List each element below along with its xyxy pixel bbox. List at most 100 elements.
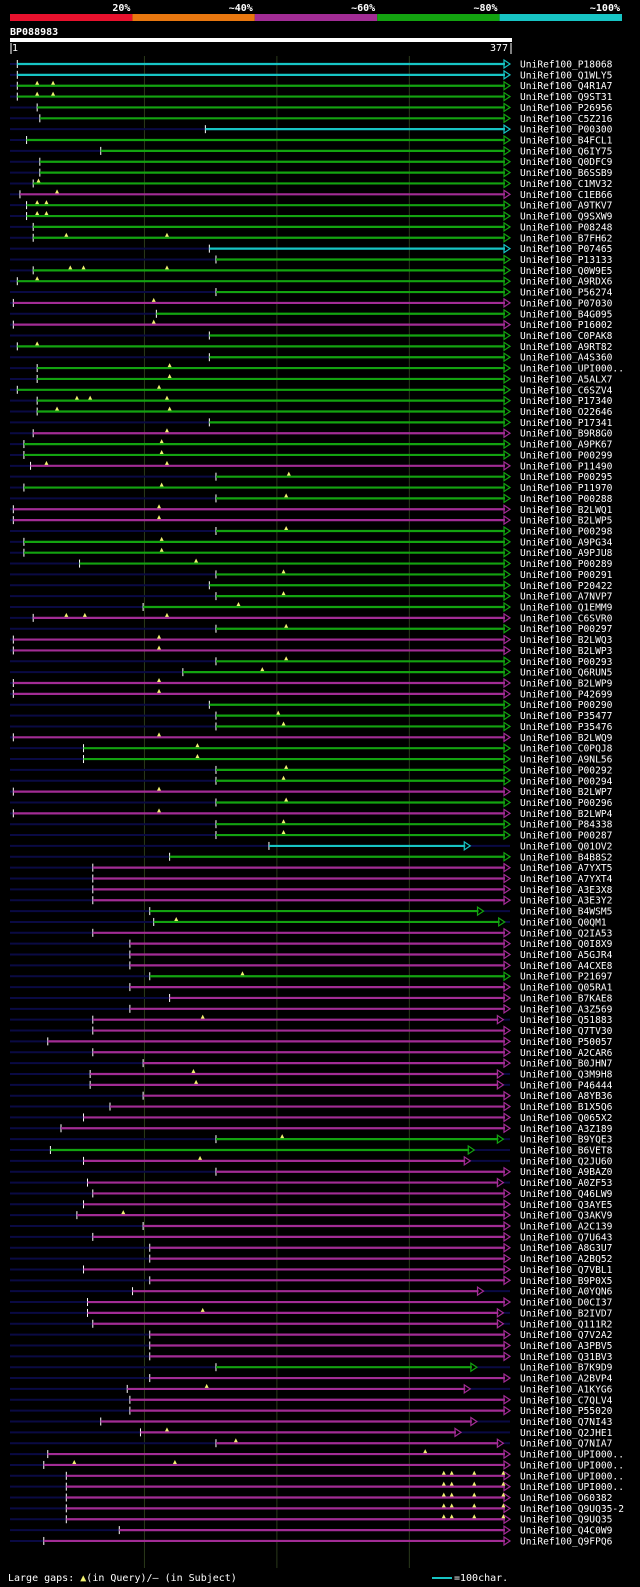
hit-row[interactable]: UniRef100_A3E3Y2 [10, 895, 612, 907]
hit-label[interactable]: UniRef100_B6VET8 [520, 1146, 613, 1157]
hit-label[interactable]: UniRef100_A3E3X8 [520, 885, 613, 896]
hit-row[interactable]: UniRef100_Q4C0W9 [10, 1524, 613, 1537]
hit-label[interactable]: UniRef100_C7QLV4 [520, 1395, 613, 1406]
hit-label[interactable]: UniRef100_B2LWP4 [520, 809, 613, 820]
hit-label[interactable]: UniRef100_B7KAE8 [520, 993, 613, 1004]
hit-label[interactable]: UniRef100_Q01OV2 [520, 841, 612, 852]
hit-row[interactable]: UniRef100_Q2IA53 [10, 927, 613, 939]
hit-label[interactable]: UniRef100_UPI000.. [520, 1450, 624, 1461]
hit-label[interactable]: UniRef100_Q065X2 [520, 1113, 612, 1124]
hit-row[interactable]: UniRef100_P00300 [10, 124, 613, 136]
hit-label[interactable]: UniRef100_A2C139 [520, 1222, 613, 1233]
hit-row[interactable]: UniRef100_B9P0X5 [10, 1275, 612, 1287]
hit-row[interactable]: UniRef100_A3Z189 [10, 1123, 613, 1135]
hit-label[interactable]: UniRef100_Q6RUN5 [520, 668, 612, 679]
hit-label[interactable]: UniRef100_B2LWQ9 [520, 733, 613, 744]
hit-row[interactable]: UniRef100_Q1EMM9 [10, 601, 613, 614]
hit-label[interactable]: UniRef100_A5ALX7 [520, 374, 613, 385]
hit-row[interactable]: UniRef100_B2LWP3 [10, 645, 613, 657]
hit-row[interactable]: UniRef100_Q7V2A2 [10, 1329, 612, 1341]
hit-label[interactable]: UniRef100_B2LWP9 [520, 679, 613, 690]
hit-row[interactable]: UniRef100_Q9SXW9 [10, 210, 613, 223]
hit-row[interactable]: UniRef100_A1KYG6 [10, 1383, 613, 1396]
hit-row[interactable]: UniRef100_B0JHN7 [10, 1057, 613, 1070]
hit-label[interactable]: UniRef100_B2LWP5 [520, 516, 612, 527]
hit-label[interactable]: UniRef100_Q46LW9 [520, 1189, 613, 1200]
hit-label[interactable]: UniRef100_Q9FPQ6 [520, 1536, 613, 1547]
hit-row[interactable]: UniRef100_C6SVR0 [10, 612, 613, 625]
hit-row[interactable]: UniRef100_Q6IY75 [10, 145, 612, 157]
hit-row[interactable]: UniRef100_D0CI37 [10, 1296, 613, 1309]
hit-label[interactable]: UniRef100_UPI000.. [520, 1460, 624, 1471]
hit-label[interactable]: UniRef100_Q0W9E5 [520, 266, 612, 277]
hit-label[interactable]: UniRef100_A9PJU8 [520, 548, 613, 559]
hit-row[interactable]: UniRef100_P17340 [10, 395, 613, 408]
hit-row[interactable]: UniRef100_Q7NIA7 [10, 1438, 613, 1450]
hit-label[interactable]: UniRef100_P00288 [520, 494, 613, 505]
hit-label[interactable]: UniRef100_Q2JHE1 [520, 1428, 613, 1439]
hit-row[interactable]: UniRef100_Q3M9H8 [10, 1068, 613, 1081]
hit-label[interactable]: UniRef100_P16002 [520, 320, 612, 331]
hit-label[interactable]: UniRef100_Q6IY75 [520, 146, 612, 157]
hit-row[interactable]: UniRef100_A9PJU8 [10, 547, 613, 560]
hit-row[interactable]: UniRef100_Q0DFC9 [10, 156, 613, 168]
hit-row[interactable]: UniRef100_B2LWQ9 [10, 732, 613, 744]
hit-label[interactable]: UniRef100_P00298 [520, 526, 613, 537]
hit-row[interactable]: UniRef100_UPI000.. [10, 1481, 624, 1494]
hit-label[interactable]: UniRef100_P11970 [520, 483, 613, 494]
hit-row[interactable]: UniRef100_P13133 [10, 254, 613, 266]
hit-row[interactable]: UniRef100_Q9FPQ6 [10, 1535, 613, 1547]
hit-label[interactable]: UniRef100_C6SZV4 [520, 385, 613, 396]
hit-label[interactable]: UniRef100_C6SVR0 [520, 613, 613, 624]
hit-label[interactable]: UniRef100_A9TKV7 [520, 201, 613, 212]
hit-label[interactable]: UniRef100_B7K9D9 [520, 1363, 613, 1374]
hit-label[interactable]: UniRef100_Q31BV3 [520, 1352, 613, 1363]
hit-label[interactable]: UniRef100_Q0DFC9 [520, 157, 613, 168]
hit-row[interactable]: UniRef100_A4S360 [10, 352, 613, 364]
hit-row[interactable]: UniRef100_Q2JHE1 [10, 1427, 613, 1439]
hit-row[interactable]: UniRef100_B6VET8 [10, 1144, 613, 1157]
hit-row[interactable]: UniRef100_P11970 [10, 482, 613, 495]
hit-row[interactable]: UniRef100_P55020 [10, 1405, 613, 1417]
hit-label[interactable]: UniRef100_C0PQJ8 [520, 744, 613, 755]
hit-row[interactable]: UniRef100_B4G095 [10, 308, 612, 320]
hit-label[interactable]: UniRef100_A9RDX6 [520, 277, 613, 288]
hit-row[interactable]: UniRef100_A2BVP4 [10, 1372, 613, 1385]
hit-row[interactable]: UniRef100_C0PAK8 [10, 330, 613, 342]
hit-row[interactable]: UniRef100_Q46LW9 [10, 1188, 613, 1200]
hit-row[interactable]: UniRef100_P00288 [10, 493, 613, 505]
hit-label[interactable]: UniRef100_A0ZF53 [520, 1178, 613, 1189]
hit-row[interactable]: UniRef100_A2CAR6 [10, 1047, 613, 1059]
hit-row[interactable]: UniRef100_P26956 [10, 102, 613, 114]
hit-label[interactable]: UniRef100_O22646 [520, 407, 613, 418]
hit-row[interactable]: UniRef100_P16002 [10, 319, 612, 332]
hit-row[interactable]: UniRef100_A7YXT4 [10, 873, 613, 885]
hit-row[interactable]: UniRef100_B9YQE3 [10, 1134, 613, 1146]
hit-row[interactable]: UniRef100_P00297 [10, 623, 613, 636]
hit-label[interactable]: UniRef100_Q3AYE5 [520, 1200, 612, 1211]
hit-label[interactable]: UniRef100_A9PK67 [520, 440, 613, 451]
hit-row[interactable]: UniRef100_P11490 [10, 460, 613, 473]
hit-row[interactable]: UniRef100_A9RT82 [10, 341, 612, 353]
hit-row[interactable]: UniRef100_Q2JU60 [10, 1155, 613, 1168]
hit-label[interactable]: UniRef100_P00299 [520, 450, 613, 461]
hit-label[interactable]: UniRef100_Q7U643 [520, 1232, 613, 1243]
hit-label[interactable]: UniRef100_P00300 [520, 125, 613, 136]
hit-row[interactable]: UniRef100_Q0W9E5 [10, 265, 612, 277]
hit-row[interactable]: UniRef100_B2LWP4 [10, 808, 613, 820]
hit-label[interactable]: UniRef100_Q9UQ35 [520, 1515, 612, 1526]
hit-label[interactable]: UniRef100_A8G3U7 [520, 1243, 613, 1254]
hit-label[interactable]: UniRef100_Q1EMM9 [520, 603, 613, 614]
hit-row[interactable]: UniRef100_Q0QM1 [10, 916, 607, 929]
hit-row[interactable]: UniRef100_Q1WLY5 [10, 69, 612, 81]
hit-row[interactable]: UniRef100_O60382 [10, 1492, 612, 1505]
hit-row[interactable]: UniRef100_C5Z216 [10, 113, 613, 125]
hit-row[interactable]: UniRef100_B7K9D9 [10, 1362, 613, 1374]
hit-row[interactable]: UniRef100_B2LWP7 [10, 786, 613, 799]
hit-row[interactable]: UniRef100_C6SZV4 [10, 384, 613, 397]
hit-row[interactable]: UniRef100_B2LWP5 [10, 514, 612, 527]
hit-row[interactable]: UniRef100_P08248 [10, 221, 613, 233]
hit-row[interactable]: UniRef100_P17341 [10, 417, 613, 429]
hit-label[interactable]: UniRef100_UPI000.. [520, 1482, 624, 1493]
hit-label[interactable]: UniRef100_Q0I8X9 [520, 939, 613, 950]
